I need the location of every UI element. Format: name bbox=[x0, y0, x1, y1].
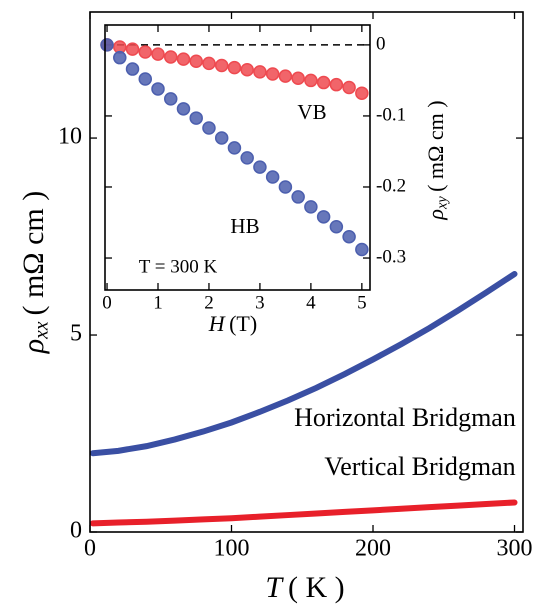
data-point bbox=[329, 77, 344, 92]
data-point bbox=[240, 63, 254, 77]
data-point bbox=[202, 121, 216, 135]
data-point bbox=[138, 72, 153, 86]
data-point bbox=[189, 111, 203, 125]
data-point bbox=[304, 200, 318, 214]
data-point bbox=[240, 151, 254, 165]
data-point bbox=[176, 102, 191, 116]
axis-label: ρxx ( mΩ cm ) bbox=[17, 191, 53, 354]
y-tick-label: 5 bbox=[70, 321, 82, 347]
y-tick-label: -0.2 bbox=[376, 175, 406, 196]
data-point bbox=[214, 131, 229, 145]
data-point bbox=[113, 50, 127, 65]
y-tick-label: 0 bbox=[70, 518, 82, 544]
y-tick-label: -0.3 bbox=[376, 246, 406, 267]
x-tick-label: 0 bbox=[102, 293, 112, 314]
axis-label: H (T) bbox=[208, 311, 257, 336]
axis-subscript: xy bbox=[435, 196, 451, 210]
data-point bbox=[291, 190, 305, 204]
data-point bbox=[214, 58, 229, 73]
data-point bbox=[355, 86, 369, 100]
data-point bbox=[189, 54, 203, 68]
series-label: HB bbox=[230, 214, 259, 238]
data-point bbox=[151, 47, 165, 61]
data-line bbox=[89, 270, 518, 457]
data-point bbox=[125, 62, 140, 76]
axis-unit: ( K ) bbox=[288, 571, 345, 604]
axis-unit: (T) bbox=[229, 311, 257, 336]
y-tick-label: 10 bbox=[58, 124, 82, 150]
axis-unit: ( mΩ cm ) bbox=[423, 100, 448, 192]
data-point bbox=[304, 73, 318, 88]
data-point bbox=[355, 242, 369, 257]
axis-unit: ( mΩ cm ) bbox=[17, 191, 50, 316]
x-tick-label: 2 bbox=[204, 293, 214, 314]
data-point bbox=[227, 60, 242, 75]
data-point bbox=[342, 229, 356, 244]
plot-frame bbox=[89, 11, 524, 533]
axis-symbol: ρ bbox=[17, 339, 50, 354]
data-point bbox=[265, 67, 280, 81]
data-point bbox=[227, 141, 242, 155]
data-point bbox=[163, 92, 178, 106]
axis-symbol: ρ bbox=[423, 209, 448, 221]
data-point bbox=[176, 52, 191, 66]
data-point bbox=[342, 80, 356, 95]
series-label: VB bbox=[297, 100, 326, 124]
axis-label: ρxy ( mΩ cm ) bbox=[423, 100, 451, 220]
data-point bbox=[100, 38, 114, 52]
y-tick-label: 0 bbox=[376, 33, 386, 54]
data-point bbox=[329, 220, 344, 234]
x-tick-label: 100 bbox=[214, 536, 250, 562]
data-point bbox=[316, 75, 331, 90]
data-point bbox=[278, 69, 293, 83]
x-tick-label: 4 bbox=[306, 293, 316, 314]
x-tick-label: 300 bbox=[497, 536, 533, 562]
data-point bbox=[253, 65, 267, 79]
x-tick-label: 200 bbox=[355, 536, 391, 562]
y-tick-label: -0.1 bbox=[376, 104, 406, 125]
data-point bbox=[253, 160, 267, 174]
data-point bbox=[202, 56, 216, 71]
data-point bbox=[291, 71, 305, 86]
data-point bbox=[151, 82, 165, 96]
axis-symbol: H bbox=[208, 311, 226, 336]
x-tick-label: 0 bbox=[84, 536, 96, 562]
axis-symbol: T bbox=[265, 571, 284, 604]
data-point bbox=[278, 180, 293, 194]
series-label: Horizontal Bridgman bbox=[294, 403, 516, 432]
data-point bbox=[125, 42, 140, 56]
annotation: T = 300 K bbox=[139, 256, 218, 277]
data-point bbox=[163, 50, 178, 64]
x-tick-label: 1 bbox=[153, 293, 163, 314]
data-point bbox=[138, 45, 153, 59]
data-point bbox=[316, 210, 331, 224]
x-tick-label: 3 bbox=[255, 293, 265, 314]
axis-label: T( K ) bbox=[265, 571, 344, 604]
plot-frame bbox=[104, 24, 371, 291]
data-point bbox=[265, 170, 280, 184]
axis-subscript: xx bbox=[32, 321, 53, 340]
series-label: Vertical Bridgman bbox=[324, 452, 515, 481]
x-tick-label: 5 bbox=[357, 293, 367, 314]
data-line bbox=[89, 499, 518, 527]
